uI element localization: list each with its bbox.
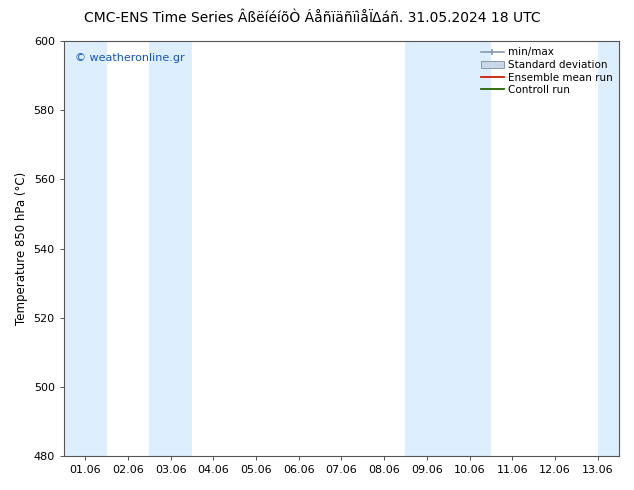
Bar [406,41,448,456]
Text: Δáñ. 31.05.2024 18 UTC: Δáñ. 31.05.2024 18 UTC [372,11,541,25]
Text: © weatheronline.gr: © weatheronline.gr [75,53,184,64]
Bar [448,41,491,456]
Y-axis label: Temperature 850 hPa (°C): Temperature 850 hPa (°C) [15,172,28,325]
Legend: min/max, Standard deviation, Ensemble mean run, Controll run: min/max, Standard deviation, Ensemble me… [477,43,617,99]
Bar [64,41,107,456]
Bar [598,41,619,456]
Bar [149,41,192,456]
Text: CMC-ENS Time Series ÂßëíéíõÒ ÁåñïäñïìåÏ: CMC-ENS Time Series ÂßëíéíõÒ ÁåñïäñïìåÏ [84,11,373,25]
